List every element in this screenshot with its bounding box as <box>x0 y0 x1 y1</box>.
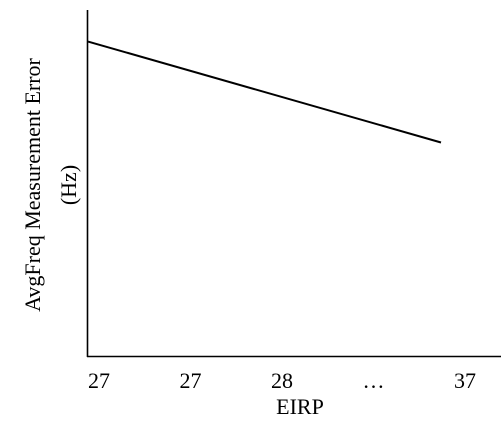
x-axis-label: EIRP <box>276 394 324 419</box>
y-axis-label-line-1: AvgFreq Measurement Error <box>20 57 45 311</box>
y-axis-label-group: AvgFreq Measurement Error (Hz) <box>20 57 81 311</box>
x-tick-label: … <box>363 368 385 393</box>
y-axis-label-line-2: (Hz) <box>56 165 81 205</box>
x-tick-label: 27 <box>88 368 110 393</box>
x-tick-label: 37 <box>454 368 476 393</box>
x-tick-label: 27 <box>180 368 202 393</box>
x-tick-labels: 27 27 28 … 37 <box>88 368 476 393</box>
series-group <box>87 40 442 144</box>
x-tick-label: 28 <box>271 368 293 393</box>
series-line <box>87 40 442 144</box>
